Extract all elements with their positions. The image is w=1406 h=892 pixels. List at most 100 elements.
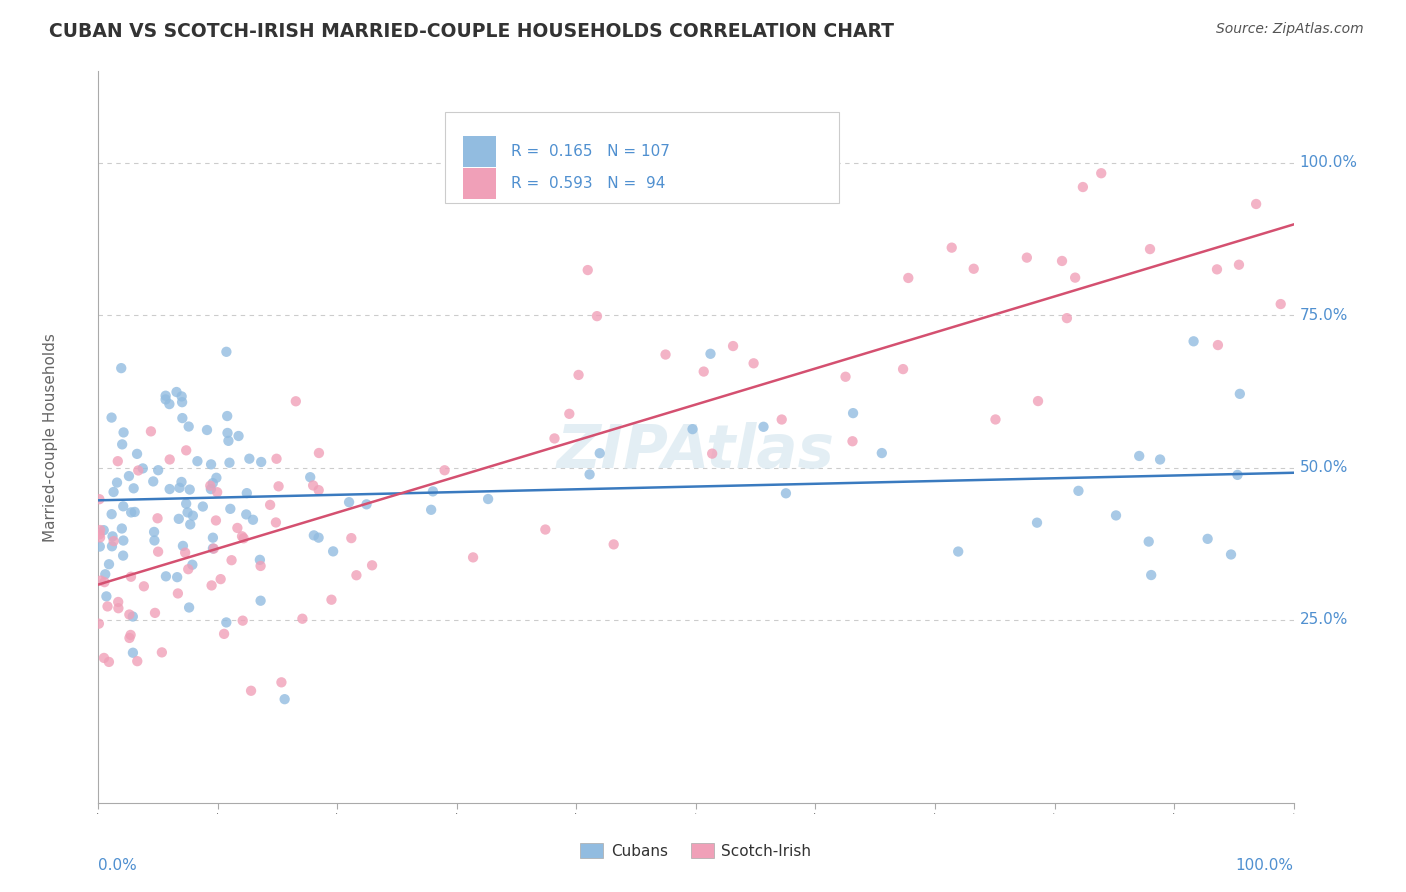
Point — [841, 434, 863, 449]
Point — [200, 578, 222, 592]
Point — [558, 407, 581, 421]
Point — [273, 692, 295, 706]
Point — [1227, 258, 1250, 272]
Point — [1226, 467, 1249, 482]
Point — [578, 467, 600, 482]
Point — [1026, 394, 1049, 409]
Text: ZIPAtlas: ZIPAtlas — [557, 422, 835, 481]
Text: CUBAN VS SCOTCH-IRISH MARRIED-COUPLE HOUSEHOLDS CORRELATION CHART: CUBAN VS SCOTCH-IRISH MARRIED-COUPLE HOU… — [49, 22, 894, 41]
Point — [142, 475, 165, 489]
Point — [167, 586, 190, 600]
Text: Source: ZipAtlas.com: Source: ZipAtlas.com — [1216, 22, 1364, 37]
Point — [103, 534, 125, 549]
Point — [169, 481, 191, 495]
FancyBboxPatch shape — [463, 136, 496, 167]
Point — [201, 541, 224, 556]
Point — [1105, 508, 1128, 523]
Point — [1050, 254, 1073, 268]
Point — [186, 454, 208, 468]
Point — [200, 479, 222, 493]
Point — [264, 516, 287, 530]
Point — [120, 505, 142, 519]
Point — [420, 503, 443, 517]
Point — [143, 524, 166, 539]
Point — [270, 675, 292, 690]
Point — [461, 550, 484, 565]
Point — [143, 606, 166, 620]
Text: 0.0%: 0.0% — [98, 858, 138, 872]
Point — [259, 498, 281, 512]
Point — [1206, 338, 1229, 352]
Point — [361, 558, 384, 573]
Point — [948, 544, 970, 558]
Point — [699, 347, 721, 361]
Point — [337, 495, 360, 509]
Point — [232, 614, 254, 628]
Point — [157, 397, 180, 411]
Point — [215, 344, 238, 359]
Text: R =  0.165   N = 107: R = 0.165 N = 107 — [510, 144, 669, 159]
Point — [1026, 516, 1049, 530]
Point — [166, 384, 188, 399]
Point — [775, 486, 797, 500]
Point — [146, 544, 169, 558]
Text: R =  0.593   N =  94: R = 0.593 N = 94 — [510, 176, 665, 191]
Point — [93, 651, 115, 665]
Text: 25.0%: 25.0% — [1299, 613, 1348, 627]
Point — [240, 683, 263, 698]
Point — [477, 491, 499, 506]
Point — [308, 531, 330, 545]
Point — [132, 579, 155, 593]
Point — [97, 655, 120, 669]
Point — [1090, 166, 1112, 180]
Point — [322, 544, 344, 558]
Point — [159, 452, 181, 467]
Point — [238, 451, 260, 466]
Point — [176, 505, 198, 519]
Point — [433, 463, 456, 477]
Point — [122, 481, 145, 495]
Point — [132, 461, 155, 475]
Point — [172, 395, 194, 409]
Point — [89, 527, 111, 541]
Point — [236, 486, 259, 500]
Point — [107, 454, 129, 468]
Point — [1206, 262, 1229, 277]
Point — [1128, 449, 1150, 463]
Point — [107, 601, 129, 615]
Point — [100, 410, 122, 425]
Point — [654, 347, 676, 361]
Point — [221, 553, 243, 567]
Point — [112, 549, 135, 563]
Point — [205, 471, 228, 485]
Point — [217, 434, 239, 448]
Point — [534, 523, 557, 537]
Point — [602, 537, 624, 551]
Point — [1071, 180, 1094, 194]
Point — [963, 261, 986, 276]
Point — [121, 609, 143, 624]
Point — [174, 443, 197, 458]
Point — [266, 451, 288, 466]
Point — [166, 570, 188, 584]
Point — [87, 616, 110, 631]
Point — [205, 485, 228, 500]
Point — [842, 406, 865, 420]
Point — [127, 463, 149, 477]
Point — [284, 394, 307, 409]
Point — [89, 540, 111, 554]
Point — [179, 600, 201, 615]
Point — [344, 568, 367, 582]
Point — [201, 531, 224, 545]
Point — [1244, 197, 1267, 211]
Point — [834, 369, 856, 384]
Point — [181, 558, 204, 572]
Point — [179, 483, 201, 497]
Point — [120, 628, 142, 642]
Point — [567, 368, 589, 382]
Point — [770, 412, 793, 426]
Point — [302, 478, 325, 492]
Point — [1229, 387, 1251, 401]
Point — [218, 456, 240, 470]
Point — [250, 455, 273, 469]
